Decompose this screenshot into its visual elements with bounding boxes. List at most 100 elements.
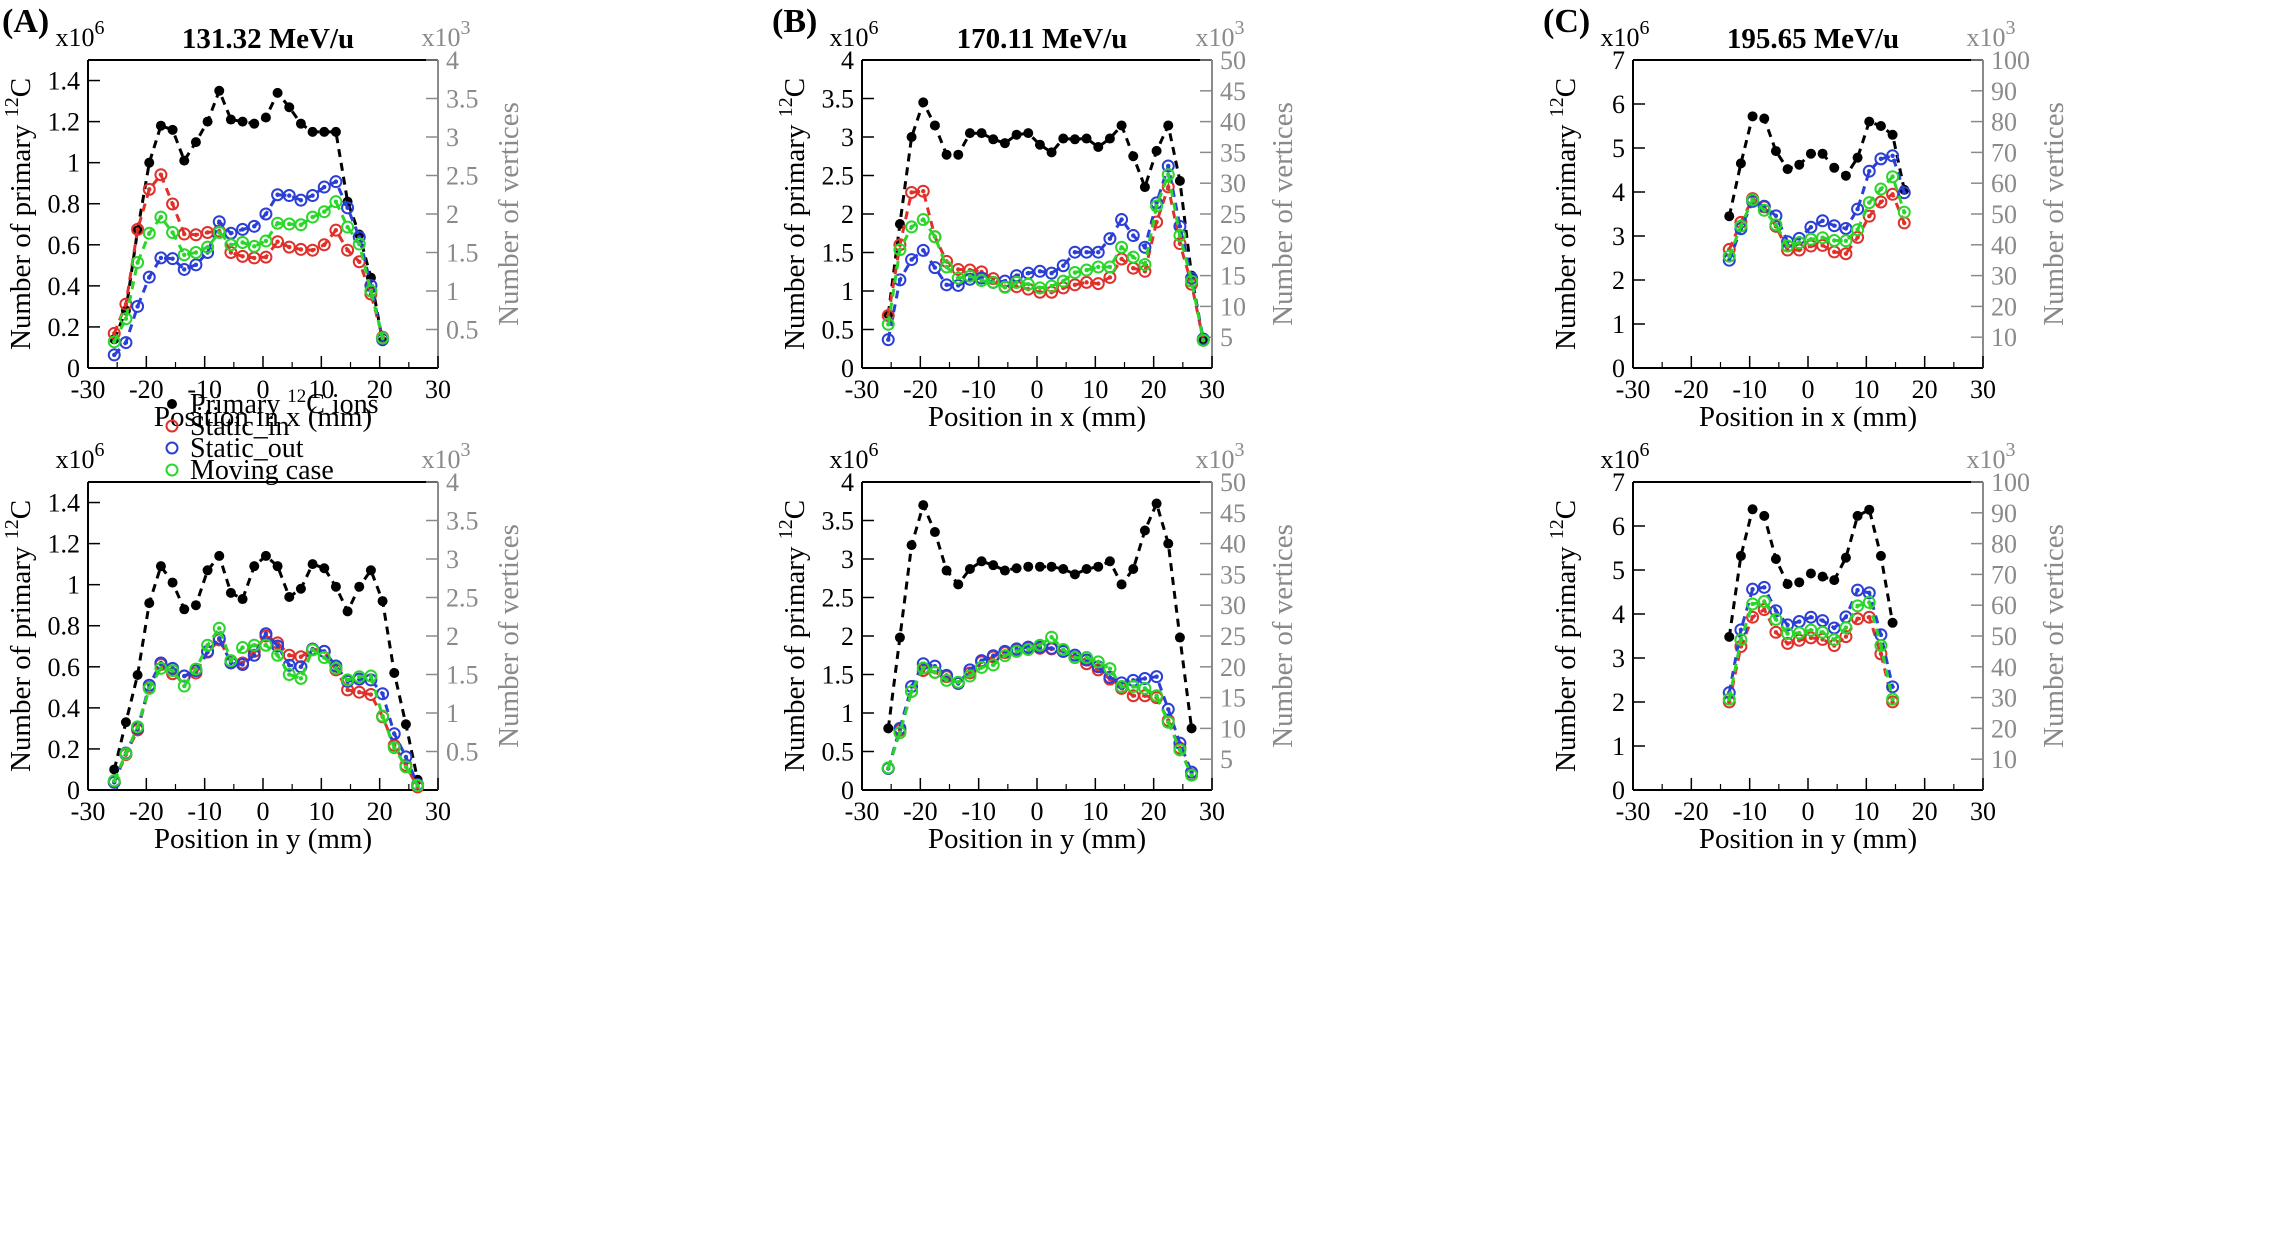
y-tick-label: 3 [1612,644,1625,673]
data-point [1163,538,1174,549]
series-static-out [881,640,1199,779]
x-tick-label: 30 [425,375,451,404]
x-tick-label: 30 [1199,375,1225,404]
y-tick-label: 5 [1612,556,1625,585]
data-point [236,641,250,655]
data-point [1173,229,1187,243]
data-point-center [228,250,234,255]
data-point-center [991,662,996,668]
y-tick-label: 3 [841,123,854,152]
data-point [1862,586,1876,600]
x-tick-label: -20 [1674,375,1709,404]
data-point-center [1131,693,1136,698]
data-point-center [1189,769,1194,775]
data-point [1734,219,1748,233]
y2-tick-label: 5 [1220,323,1233,352]
data-point-center [147,686,152,691]
data-point [376,709,390,723]
data-point-center [1773,617,1779,622]
plot-title: 131.32 MeV/u [182,23,354,55]
data-point-center [1902,209,1907,215]
data-point [329,175,343,189]
y2-tick-label: 60 [1991,591,2017,620]
data-point [225,114,236,125]
y-exponent-label: x106 [1601,17,1650,52]
data-point-center [1843,238,1849,243]
series-primary [109,85,388,347]
y2-tick-label: 2 [446,200,459,229]
data-point [342,606,353,617]
data-point-center [322,184,327,190]
y-tick-label: 0.2 [48,313,81,342]
data-point [352,685,366,699]
y-tick-label: 1 [1612,732,1625,761]
y-tick-label: 1.5 [822,239,855,268]
y2-tick-label: 70 [1991,138,2017,167]
data-point [189,246,203,259]
data-point-center [1855,603,1860,609]
data-point [1829,575,1840,586]
data-point [928,665,942,679]
data-point-center [1154,674,1159,679]
data-point-center [392,731,397,736]
data-point-center [158,255,164,261]
data-point-center [1902,190,1907,195]
data-point [1851,599,1865,613]
data-point-center [1762,208,1767,213]
y2-tick-label: 35 [1220,560,1246,589]
data-point-center [345,224,350,230]
series-line [886,98,1205,342]
data-point [1852,152,1863,163]
y-tick-label: 1 [67,149,80,178]
data-point [1150,199,1164,213]
data-point-center [1154,693,1159,698]
data-point-center [322,209,327,214]
data-point-center [1738,223,1744,229]
data-point-center [228,658,234,663]
data-point-center [1773,630,1779,635]
y2-tick-label: 20 [1220,231,1246,260]
data-point-center [345,205,350,211]
x-tick-label: -10 [1732,797,1767,826]
data-point [1769,612,1783,626]
data-point-center [1037,269,1043,274]
data-point [986,275,1000,289]
x-tick-label: 10 [1082,797,1108,826]
data-point [1886,692,1900,706]
data-point-center [1107,264,1113,270]
data-point [1839,247,1853,261]
data-point [247,239,261,253]
data-point [341,220,355,234]
data-point [941,565,952,576]
y2-tick-label: 2 [446,622,459,651]
data-point-center [1014,280,1019,285]
data-point-center [252,653,257,658]
data-point [881,761,895,775]
data-point [189,662,203,676]
data-point-center [298,654,304,659]
data-point-center [345,247,350,253]
data-point-center [275,653,280,658]
data-point [1827,633,1841,647]
data-point [916,243,930,257]
data-point [1104,133,1115,144]
data-point [1056,643,1070,657]
data-point-center [1878,651,1884,657]
data-point [1151,498,1162,509]
data-point-center [1049,283,1054,289]
y-tick-label: 0 [1612,354,1625,383]
x-tick-label: 30 [425,797,451,826]
data-point-center [1762,599,1767,604]
data-point-center [886,322,891,327]
data-point [411,778,425,792]
data-point-center [1166,163,1171,169]
y-tick-label: 0.8 [48,190,81,219]
data-point-center [1867,615,1872,620]
data-point [1747,111,1758,122]
data-point-center [1154,219,1159,225]
data-point [1103,662,1117,676]
data-point-center [1808,237,1814,242]
data-point [1874,182,1888,196]
data-point-center [1002,653,1008,658]
